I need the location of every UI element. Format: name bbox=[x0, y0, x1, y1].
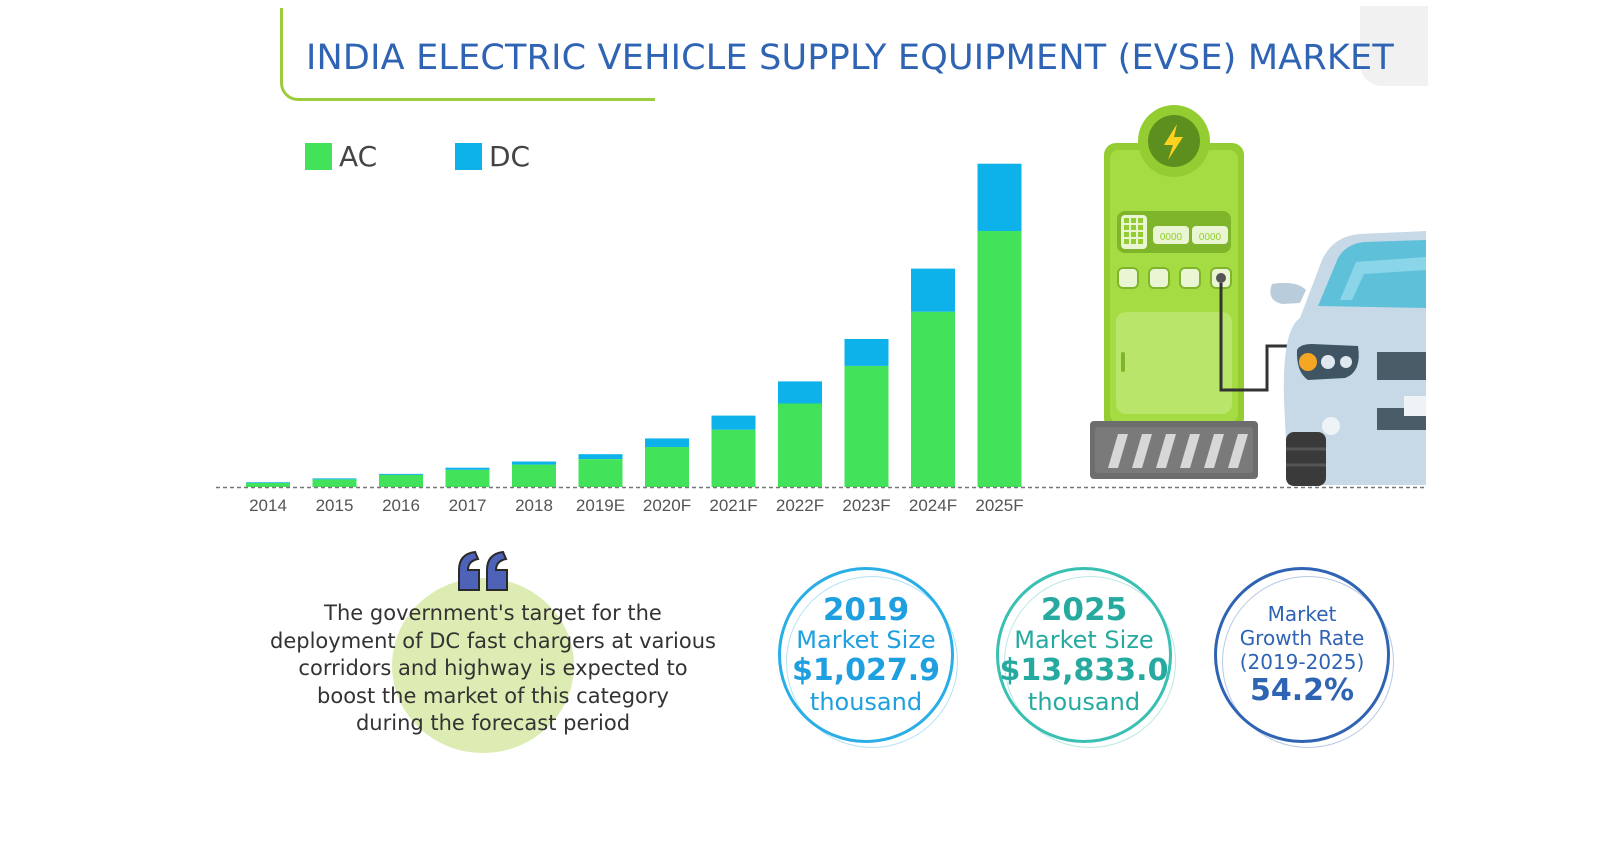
bar-ac-2017 bbox=[445, 469, 490, 488]
stat-1-year: 2019 bbox=[822, 592, 910, 628]
bar-ac-2021f bbox=[711, 429, 756, 487]
charger-display-right: 0000 bbox=[1199, 232, 1222, 243]
bar-ac-2018 bbox=[512, 464, 556, 487]
bar-dc-2018 bbox=[512, 461, 556, 465]
bar-dc-2024f bbox=[911, 268, 955, 312]
charger-display-left: 0000 bbox=[1160, 232, 1183, 243]
bar-ac-2025f bbox=[977, 231, 1022, 487]
bar-dc-2017 bbox=[445, 467, 490, 470]
stat-3-label-2: Growth Rate bbox=[1239, 626, 1365, 650]
x-tick-label-2025f: 2025F bbox=[975, 496, 1023, 515]
x-tick-label-2015: 2015 bbox=[316, 496, 354, 515]
quote-text: The government's target for the deployme… bbox=[232, 600, 754, 738]
bar-dc-2020f bbox=[645, 438, 689, 447]
bar-ac-2016 bbox=[379, 474, 423, 487]
x-tick-label-2021f: 2021F bbox=[709, 496, 757, 515]
x-tick-label-2020f: 2020F bbox=[643, 496, 691, 515]
x-tick-label-2024f: 2024F bbox=[909, 496, 957, 515]
bar-ac-2019e bbox=[578, 459, 623, 487]
bar-dc-2016 bbox=[379, 473, 423, 475]
x-tick-label-2022f: 2022F bbox=[776, 496, 824, 515]
title-bracket bbox=[280, 8, 655, 101]
quote-line-1: The government's target for the bbox=[324, 601, 662, 625]
bar-ac-2014 bbox=[246, 482, 290, 487]
ev-charger-icon: 0000 0000 bbox=[1090, 105, 1290, 479]
stat-2025-market-size: 2025 Market Size $13,833.0 thousand bbox=[996, 567, 1176, 748]
stat-3-label-1: Market bbox=[1267, 602, 1337, 626]
legend-swatch-dc bbox=[455, 143, 482, 170]
quote-blob bbox=[392, 578, 574, 753]
stat-2-year: 2025 bbox=[1040, 592, 1128, 628]
bar-dc-2022f bbox=[778, 381, 822, 404]
bar-ac-2020f bbox=[645, 447, 689, 487]
stat-2019-market-size: 2019 Market Size $1,027.9 thousand bbox=[778, 567, 958, 748]
stat-market-growth-rate: Market Growth Rate (2019-2025) 54.2% bbox=[1214, 567, 1394, 748]
x-tick-label-2017: 2017 bbox=[449, 496, 487, 515]
lightning-bolt-icon bbox=[1164, 124, 1183, 160]
bar-ac-2024f bbox=[911, 311, 955, 487]
stat-1-label: Market Size bbox=[796, 626, 936, 654]
bars-layer bbox=[246, 163, 1022, 488]
bar-ac-2022f bbox=[778, 403, 822, 487]
corner-decoration bbox=[1360, 6, 1428, 86]
quote-line-2: deployment of DC fast chargers at variou… bbox=[270, 628, 716, 653]
bar-dc-2023f bbox=[844, 339, 889, 366]
stat-2-label: Market Size bbox=[1014, 626, 1154, 654]
bar-dc-2019e bbox=[578, 454, 623, 459]
x-tick-label-2016: 2016 bbox=[382, 496, 420, 515]
x-tick-label-2023f: 2023F bbox=[842, 496, 890, 515]
stat-3-value: 54.2% bbox=[1249, 673, 1355, 708]
stat-1-value: $1,027.9 bbox=[791, 653, 941, 688]
chart-title: INDIA ELECTRIC VEHICLE SUPPLY EQUIPMENT … bbox=[306, 38, 1394, 78]
quote-icon bbox=[458, 550, 508, 591]
quote-line-5: during the forecast period bbox=[355, 711, 631, 735]
x-tick-label-2014: 2014 bbox=[249, 496, 287, 515]
stat-2-value: $13,833.0 bbox=[999, 653, 1169, 688]
bar-dc-2015 bbox=[312, 478, 357, 480]
legend-label-dc: DC bbox=[489, 140, 531, 173]
quote-line-3: corridors and highway is expected to bbox=[298, 656, 688, 680]
stat-2-unit: thousand bbox=[1027, 688, 1141, 716]
stat-3-period: (2019-2025) bbox=[1239, 650, 1365, 674]
quote-line-4: boost the market of this category bbox=[317, 683, 669, 708]
bar-dc-2025f bbox=[977, 163, 1022, 231]
x-tick-label-2019e: 2019E bbox=[576, 496, 625, 515]
bar-ac-2023f bbox=[844, 365, 889, 487]
bar-dc-2014 bbox=[246, 482, 290, 483]
legend-label-ac: AC bbox=[339, 140, 378, 173]
car-icon bbox=[1270, 231, 1426, 486]
bar-dc-2021f bbox=[711, 415, 756, 430]
bar-ac-2015 bbox=[312, 479, 357, 487]
x-tick-label-2018: 2018 bbox=[515, 496, 553, 515]
legend-swatch-ac bbox=[305, 143, 332, 170]
stat-1-unit: thousand bbox=[809, 688, 923, 716]
x-tick-labels: 2014 2015 2016 2017 2018 2019E 2020F 2021F 2022F… bbox=[249, 496, 1024, 515]
